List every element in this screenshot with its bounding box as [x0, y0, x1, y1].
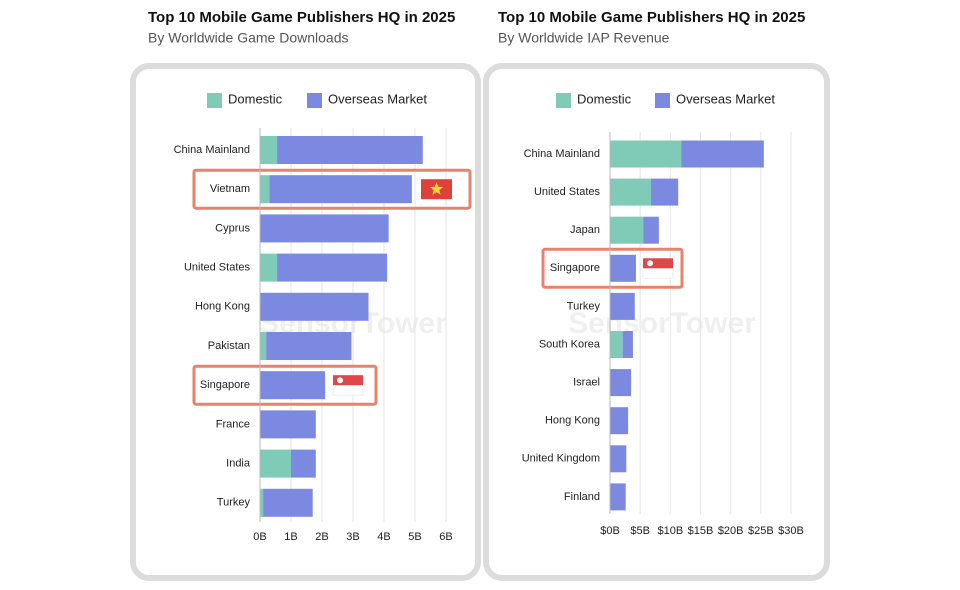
x-tick-label: $30B [778, 525, 804, 537]
y-tick-label: Japan [570, 224, 600, 236]
bar-segment [610, 369, 632, 397]
chart-subtitle: By Worldwide IAP Revenue [498, 30, 670, 46]
bar-segment [277, 253, 388, 282]
bar-segment [260, 214, 389, 243]
flag-red [643, 258, 673, 269]
x-tick-label: 3B [346, 531, 359, 543]
legend-swatch [556, 93, 571, 108]
x-tick-label: $20B [718, 525, 744, 537]
y-tick-label: United Kingdom [522, 453, 600, 465]
legend-label: Overseas Market [328, 91, 427, 106]
bar-segment [610, 140, 682, 168]
x-tick-label: 5B [408, 531, 421, 543]
bar-segment [291, 449, 316, 478]
bar-segment [260, 332, 267, 360]
bar-segment [260, 175, 270, 204]
chart-title: Top 10 Mobile Game Publishers HQ in 2025 [148, 9, 455, 26]
y-tick-label: Israel [573, 377, 600, 389]
y-tick-label: Hong Kong [195, 301, 250, 313]
x-tick-label: $15B [688, 525, 714, 537]
bar-segment [266, 332, 352, 360]
flag-star [429, 182, 444, 195]
x-tick-label: 1B [284, 531, 297, 543]
flag-moon [337, 377, 343, 384]
legend-swatch [307, 93, 322, 108]
bar-segment [260, 488, 264, 517]
bar-segment [260, 292, 369, 321]
bar-segment [610, 407, 629, 435]
flag-moon [647, 260, 653, 267]
x-tick-label: 2B [315, 531, 328, 543]
y-tick-label: United States [184, 262, 251, 274]
bar-segment [681, 140, 764, 168]
card [483, 63, 830, 581]
bar-segment [610, 178, 652, 206]
bar-segment [610, 331, 623, 358]
bar-segment [651, 178, 679, 206]
highlight-box [541, 247, 684, 289]
bar-segment [610, 292, 635, 320]
x-tick-label: $10B [657, 525, 683, 537]
y-tick-label: South Korea [539, 338, 601, 350]
y-tick-label: Finland [564, 491, 600, 503]
y-tick-label: Turkey [567, 300, 601, 312]
bar-segment [610, 483, 626, 511]
y-tick-label: Hong Kong [545, 415, 600, 427]
y-tick-label: Singapore [200, 379, 250, 391]
bar-segment [263, 488, 313, 517]
legend-label: Domestic [577, 91, 632, 106]
x-tick-label: 0B [253, 531, 266, 543]
chart-subtitle: By Worldwide Game Downloads [148, 30, 349, 46]
legend-label: Domestic [228, 91, 283, 106]
legend-label: Overseas Market [676, 91, 775, 106]
legend-swatch [655, 93, 670, 108]
bar-segment [643, 216, 659, 244]
bar-segment [277, 136, 423, 164]
bar-segment [260, 253, 278, 282]
flag-red [333, 375, 363, 386]
y-tick-label: India [226, 458, 251, 470]
chart-title: Top 10 Mobile Game Publishers HQ in 2025 [498, 9, 805, 26]
highlight-box [192, 168, 472, 210]
highlight-box [192, 364, 378, 406]
bar-segment [610, 216, 644, 244]
x-tick-label: 4B [377, 531, 390, 543]
bar-segment [260, 136, 278, 164]
bar-segment [610, 254, 636, 282]
y-tick-label: Cyprus [215, 222, 250, 234]
bar-segment [260, 449, 291, 478]
legend-swatch [207, 93, 222, 108]
bar-segment [260, 410, 316, 439]
y-tick-label: Turkey [217, 497, 251, 509]
y-tick-label: Singapore [550, 262, 600, 274]
y-tick-label: Pakistan [208, 340, 250, 352]
bar-segment [269, 175, 412, 204]
y-tick-label: France [216, 418, 250, 430]
y-tick-label: China Mainland [174, 144, 250, 156]
bar-segment [622, 331, 633, 358]
y-tick-label: China Mainland [524, 148, 600, 160]
y-tick-label: United States [534, 186, 601, 198]
bar-segment [260, 371, 326, 400]
y-tick-label: Vietnam [210, 183, 250, 195]
x-tick-label: $0B [600, 525, 620, 537]
bar-segment [610, 445, 627, 473]
x-tick-label: $25B [748, 525, 774, 537]
x-tick-label: 6B [439, 531, 452, 543]
x-tick-label: $5B [630, 525, 650, 537]
watermark: SensorTower [568, 307, 756, 340]
